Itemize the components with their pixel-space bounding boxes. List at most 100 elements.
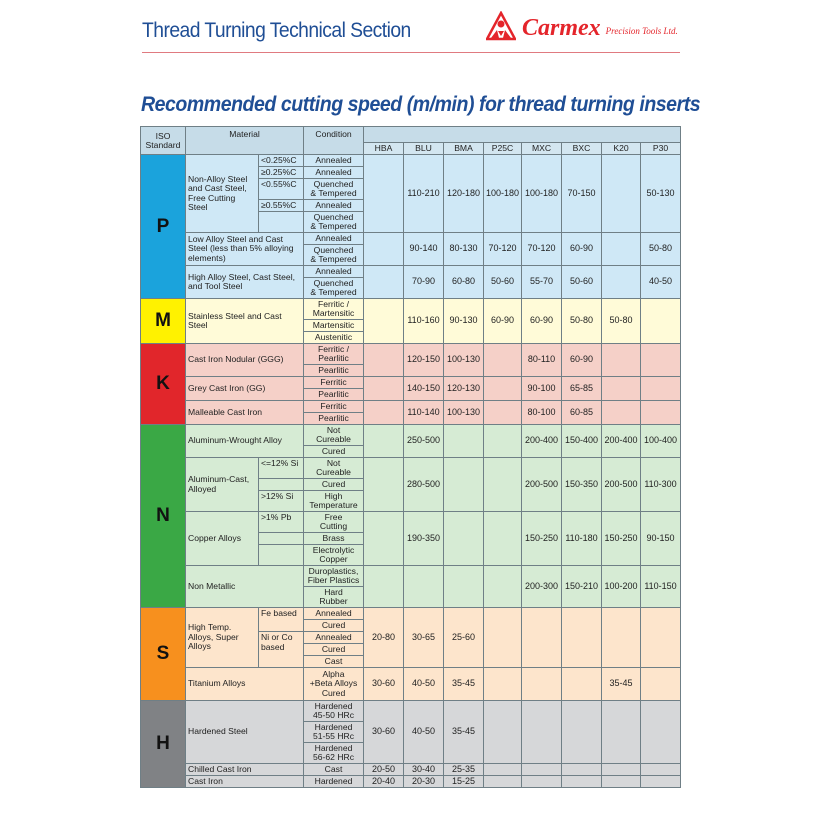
header-iso-standard: ISO Standard	[140, 126, 186, 155]
speed-p30: 110-300	[640, 457, 682, 512]
speed-blu: 110-140	[403, 400, 445, 425]
speed-bxc: 110-180	[561, 511, 603, 566]
material-subclass	[257, 544, 305, 566]
condition-cell: Annealed	[303, 631, 365, 644]
speed-hba: 30-60	[363, 700, 405, 764]
speed-bxc: 60-90	[561, 343, 603, 377]
speed-k20	[601, 343, 642, 377]
condition-cell: Annealed	[303, 166, 365, 179]
speed-hba	[363, 376, 405, 401]
condition-cell: Ferritic	[303, 400, 365, 413]
speed-p25c	[483, 667, 523, 701]
condition-cell: Ferritic / Martensitic	[303, 298, 365, 320]
speed-mxc: 100-180	[521, 154, 563, 233]
material-name: Cast Iron Nodular (GGG)	[184, 343, 305, 377]
header-grade-bxc: BXC	[561, 142, 603, 155]
speed-mxc: 70-120	[521, 232, 563, 266]
material-name: Non Metallic	[184, 565, 305, 608]
header-grade-p25c: P25C	[483, 142, 523, 155]
material-subclass: >12% Si	[257, 490, 305, 512]
carmex-logo: Carmex Precision Tools Ltd.	[486, 11, 678, 41]
condition-cell: Annealed	[303, 265, 365, 278]
speed-p25c	[483, 343, 523, 377]
speed-p25c	[483, 763, 523, 776]
speed-k20	[601, 607, 642, 668]
speed-p30	[640, 700, 682, 764]
material-subclass: Ni or Co based	[257, 631, 305, 668]
speed-mxc: 60-90	[521, 298, 563, 344]
speed-bma: 90-130	[443, 298, 485, 344]
speed-bxc	[561, 700, 603, 764]
speed-blu: 110-210	[403, 154, 445, 233]
carmex-triangle-logo-icon	[486, 11, 516, 41]
table-row: M Stainless Steel and Cast Steel Ferritic …	[140, 298, 682, 344]
condition-cell: Cured	[303, 643, 365, 656]
header-grade-bma: BMA	[443, 142, 485, 155]
table-row: S High Temp. Alloys, Super Alloys Fe based…	[140, 607, 682, 701]
speed-bma: 25-60	[443, 607, 485, 668]
speed-p25c	[483, 400, 523, 425]
material-name: Aluminum-Wrought Alloy	[184, 424, 305, 458]
table-row: Grey Cast Iron (GG) Ferritic 140-150 120-13…	[140, 376, 682, 401]
speed-p30	[640, 298, 682, 344]
speed-bma	[443, 457, 485, 512]
speed-bxc: 50-80	[561, 298, 603, 344]
speed-p30	[640, 376, 682, 401]
speed-bma: 100-130	[443, 400, 485, 425]
speed-bma: 120-130	[443, 376, 485, 401]
speed-k20: 100-200	[601, 565, 642, 608]
iso-group-k: K	[140, 343, 186, 425]
speed-p25c	[483, 607, 523, 668]
speed-bxc	[561, 607, 603, 668]
speed-mxc: 200-400	[521, 424, 563, 458]
speed-mxc	[521, 775, 563, 788]
condition-cell: Ferritic / Pearlitic	[303, 343, 365, 365]
speed-bma: 35-45	[443, 667, 485, 701]
speed-k20: 150-250	[601, 511, 642, 566]
speed-blu: 250-500	[403, 424, 445, 458]
speed-hba: 30-60	[363, 667, 405, 701]
speed-bma	[443, 565, 485, 608]
iso-group-p: P	[140, 154, 186, 299]
speed-k20: 35-45	[601, 667, 642, 701]
speed-blu: 70-90	[403, 265, 445, 299]
speed-bma: 100-130	[443, 343, 485, 377]
condition-cell: Hard Rubber	[303, 586, 365, 608]
speed-mxc	[521, 700, 563, 764]
speed-bxc: 70-150	[561, 154, 603, 233]
speed-mxc: 90-100	[521, 376, 563, 401]
speed-k20	[601, 232, 642, 266]
speed-p25c	[483, 775, 523, 788]
speed-bxc: 150-350	[561, 457, 603, 512]
speed-p30	[640, 343, 682, 377]
speed-blu: 90-140	[403, 232, 445, 266]
speed-blu: 30-65	[403, 607, 445, 668]
speed-mxc: 150-250	[521, 511, 563, 566]
speed-bma: 25-35	[443, 763, 485, 776]
speed-hba	[363, 265, 405, 299]
condition-cell: Quenched & Tempered	[303, 244, 365, 266]
header-grade-mxc: MXC	[521, 142, 563, 155]
speed-bxc: 60-90	[561, 232, 603, 266]
speed-p30: 110-150	[640, 565, 682, 608]
speed-blu: 30-40	[403, 763, 445, 776]
condition-cell: Pearlitic	[303, 364, 365, 377]
condition-cell: Cast	[303, 655, 365, 668]
speed-blu: 190-350	[403, 511, 445, 566]
table-row: Non Metallic Duroplastics, Fiber Plastics…	[140, 565, 682, 608]
speed-p30	[640, 667, 682, 701]
condition-cell: Cast	[303, 763, 365, 776]
speed-bxc	[561, 763, 603, 776]
table-row: Chilled Cast Iron Cast 20-50 30-40 25-35	[140, 763, 682, 776]
table-row: Copper Alloys >1% Pb Free Cutting 190-350 15…	[140, 511, 682, 566]
condition-cell: High Temperature	[303, 490, 365, 512]
speed-hba	[363, 400, 405, 425]
header-grade-blu: BLU	[403, 142, 445, 155]
speed-p30	[640, 775, 682, 788]
speed-p25c	[483, 700, 523, 764]
speed-mxc	[521, 763, 563, 776]
cutting-speed-table: ISO Standard Material Condition HBA BLU BMA P2…	[140, 126, 682, 788]
material-name: Stainless Steel and Cast Steel	[184, 298, 305, 344]
brand-subtitle: Precision Tools Ltd.	[605, 26, 678, 36]
speed-mxc: 80-110	[521, 343, 563, 377]
